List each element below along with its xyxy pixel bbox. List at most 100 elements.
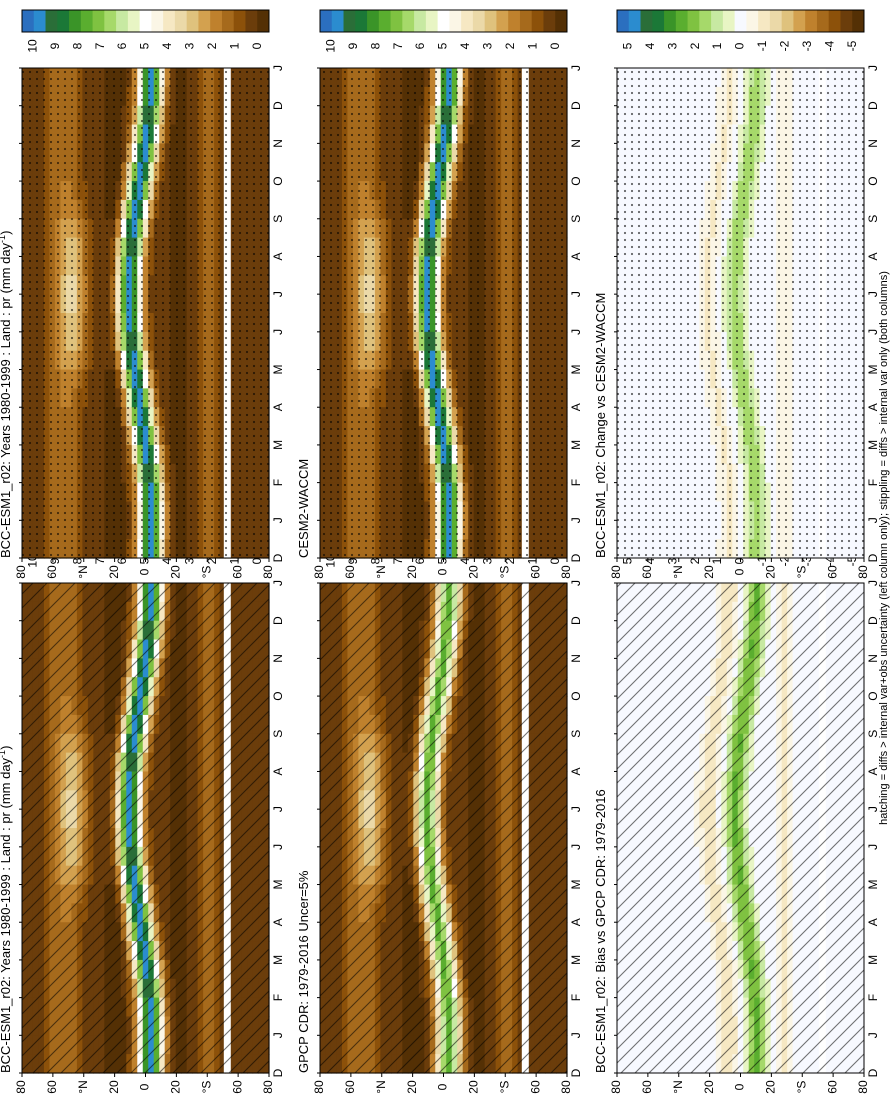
- lat-tick-label: 20: [405, 565, 419, 579]
- month-tick-label: J: [569, 844, 583, 850]
- colorbar-label: 4: [458, 557, 472, 564]
- colorbar-label: 5: [138, 557, 152, 564]
- month-tick-label: J: [271, 517, 285, 523]
- lat-tick-label: 20: [169, 565, 183, 579]
- colorbar-label: 7: [93, 557, 107, 564]
- lat-tick-label: 60: [230, 565, 244, 579]
- month-tick-label: D: [569, 1068, 583, 1077]
- lat-tick-label: 60: [528, 565, 542, 579]
- lat-tick-label: 0: [436, 568, 450, 575]
- month-tick-label: A: [569, 918, 583, 926]
- colorbar-label: 3: [183, 42, 197, 49]
- month-tick-label: D: [271, 553, 285, 562]
- month-tick-label: A: [271, 767, 285, 775]
- lat-tick-label: 80: [312, 1080, 326, 1094]
- month-tick-label: J: [271, 291, 285, 297]
- month-tick-label: J: [569, 329, 583, 335]
- colorbar-label: 7: [391, 557, 405, 564]
- lat-tick-label: 0: [138, 1083, 152, 1090]
- colorbar-label: 9: [48, 557, 62, 564]
- month-tick-label: M: [271, 440, 285, 450]
- lat-tick-label: 80: [14, 1080, 28, 1094]
- colorbar-label: 7: [93, 42, 107, 49]
- month-tick-label: N: [569, 654, 583, 663]
- month-tick-label: A: [271, 918, 285, 926]
- colorbar-swatch: [233, 10, 246, 32]
- colorbar-swatch: [151, 10, 164, 32]
- month-tick-label: N: [271, 139, 285, 148]
- month-tick-label: A: [569, 403, 583, 411]
- colorbar-label: 6: [115, 42, 129, 49]
- lat-tick-label: °N: [374, 1080, 388, 1093]
- month-tick-label: M: [271, 955, 285, 965]
- month-tick-label: O: [569, 691, 583, 700]
- colorbar-swatch: [437, 10, 450, 32]
- colorbar-swatch: [104, 10, 117, 32]
- lat-tick-label: °S: [199, 566, 213, 579]
- month-tick-label: D: [569, 616, 583, 625]
- colorbar-swatch: [245, 10, 258, 32]
- colorbar-swatch: [57, 10, 70, 32]
- month-tick-label: J: [271, 806, 285, 812]
- month-tick-label: A: [271, 252, 285, 260]
- month-tick-label: F: [569, 994, 583, 1001]
- colorbar-swatch: [390, 10, 403, 32]
- colorbar-swatch: [210, 10, 223, 32]
- lat-tick-label: 80: [261, 565, 275, 579]
- colorbar-swatch: [221, 10, 235, 32]
- colorbar-swatch: [163, 10, 176, 32]
- month-tick-label: J: [569, 806, 583, 812]
- month-tick-label: J: [271, 1032, 285, 1038]
- month-tick-label: A: [271, 403, 285, 411]
- colorbar-label: 8: [70, 42, 84, 49]
- month-tick-label: D: [271, 1068, 285, 1077]
- colorbar-swatch: [355, 10, 368, 32]
- month-tick-label: J: [569, 1032, 583, 1038]
- month-tick-label: N: [569, 139, 583, 148]
- stippling-overlay: [320, 68, 567, 558]
- colorbar-swatch: [378, 10, 392, 32]
- colorbar-swatch: [116, 10, 129, 32]
- lat-tick-label: °N: [76, 1080, 90, 1093]
- panel-title: BCC-ESM1_r02: Years 1980-1999 : Land : p…: [0, 231, 13, 558]
- colorbar-swatch: [484, 10, 497, 32]
- month-tick-label: F: [271, 994, 285, 1001]
- month-tick-label: J: [569, 291, 583, 297]
- lat-tick-label: °S: [497, 566, 511, 579]
- month-tick-label: S: [569, 215, 583, 223]
- lat-tick-label: °S: [199, 1081, 213, 1094]
- lat-tick-label: °N: [76, 565, 90, 578]
- chart-panel-4: 80 60 °N 20 0 20 °S 60 80DJFMAMJJASONDJCESM2-WAC…: [296, 9, 583, 579]
- colorbar-swatch: [186, 10, 199, 32]
- lat-tick-label: 60: [343, 565, 357, 579]
- month-tick-label: D: [569, 101, 583, 110]
- stippling-overlay: [22, 68, 269, 558]
- month-tick-label: O: [569, 176, 583, 185]
- month-tick-label: A: [569, 767, 583, 775]
- colorbar-swatch: [33, 10, 47, 32]
- lat-tick-label: 60: [528, 1080, 542, 1094]
- lat-tick-label: 20: [169, 1080, 183, 1094]
- lat-tick-label: 60: [45, 565, 59, 579]
- colorbar-label: 0: [250, 42, 264, 49]
- month-tick-label: M: [271, 365, 285, 375]
- colorbar-label: 2: [503, 557, 517, 564]
- colorbar-swatch: [198, 10, 211, 32]
- month-tick-label: M: [271, 880, 285, 890]
- colorbar-frame: [21, 9, 270, 33]
- lat-tick-label: °S: [497, 1081, 511, 1094]
- lat-tick-label: 80: [559, 1080, 573, 1094]
- month-tick-label: O: [271, 691, 285, 700]
- month-tick-label: J: [569, 65, 583, 71]
- lat-tick-label: °N: [374, 565, 388, 578]
- chart-panel-1: 80 60 °N 20 0 20 °S 60 80DJFMAMJJASONDJBCC-ESM1_…: [0, 524, 285, 1094]
- month-tick-label: M: [569, 880, 583, 890]
- colorbar-label: 5: [436, 557, 450, 564]
- month-tick-label: D: [271, 101, 285, 110]
- colorbar-swatch: [496, 10, 509, 32]
- colorbar-label: 2: [205, 557, 219, 564]
- month-tick-label: J: [271, 65, 285, 71]
- colorbar-label: 1: [525, 557, 539, 564]
- colorbar-label: 8: [70, 557, 84, 564]
